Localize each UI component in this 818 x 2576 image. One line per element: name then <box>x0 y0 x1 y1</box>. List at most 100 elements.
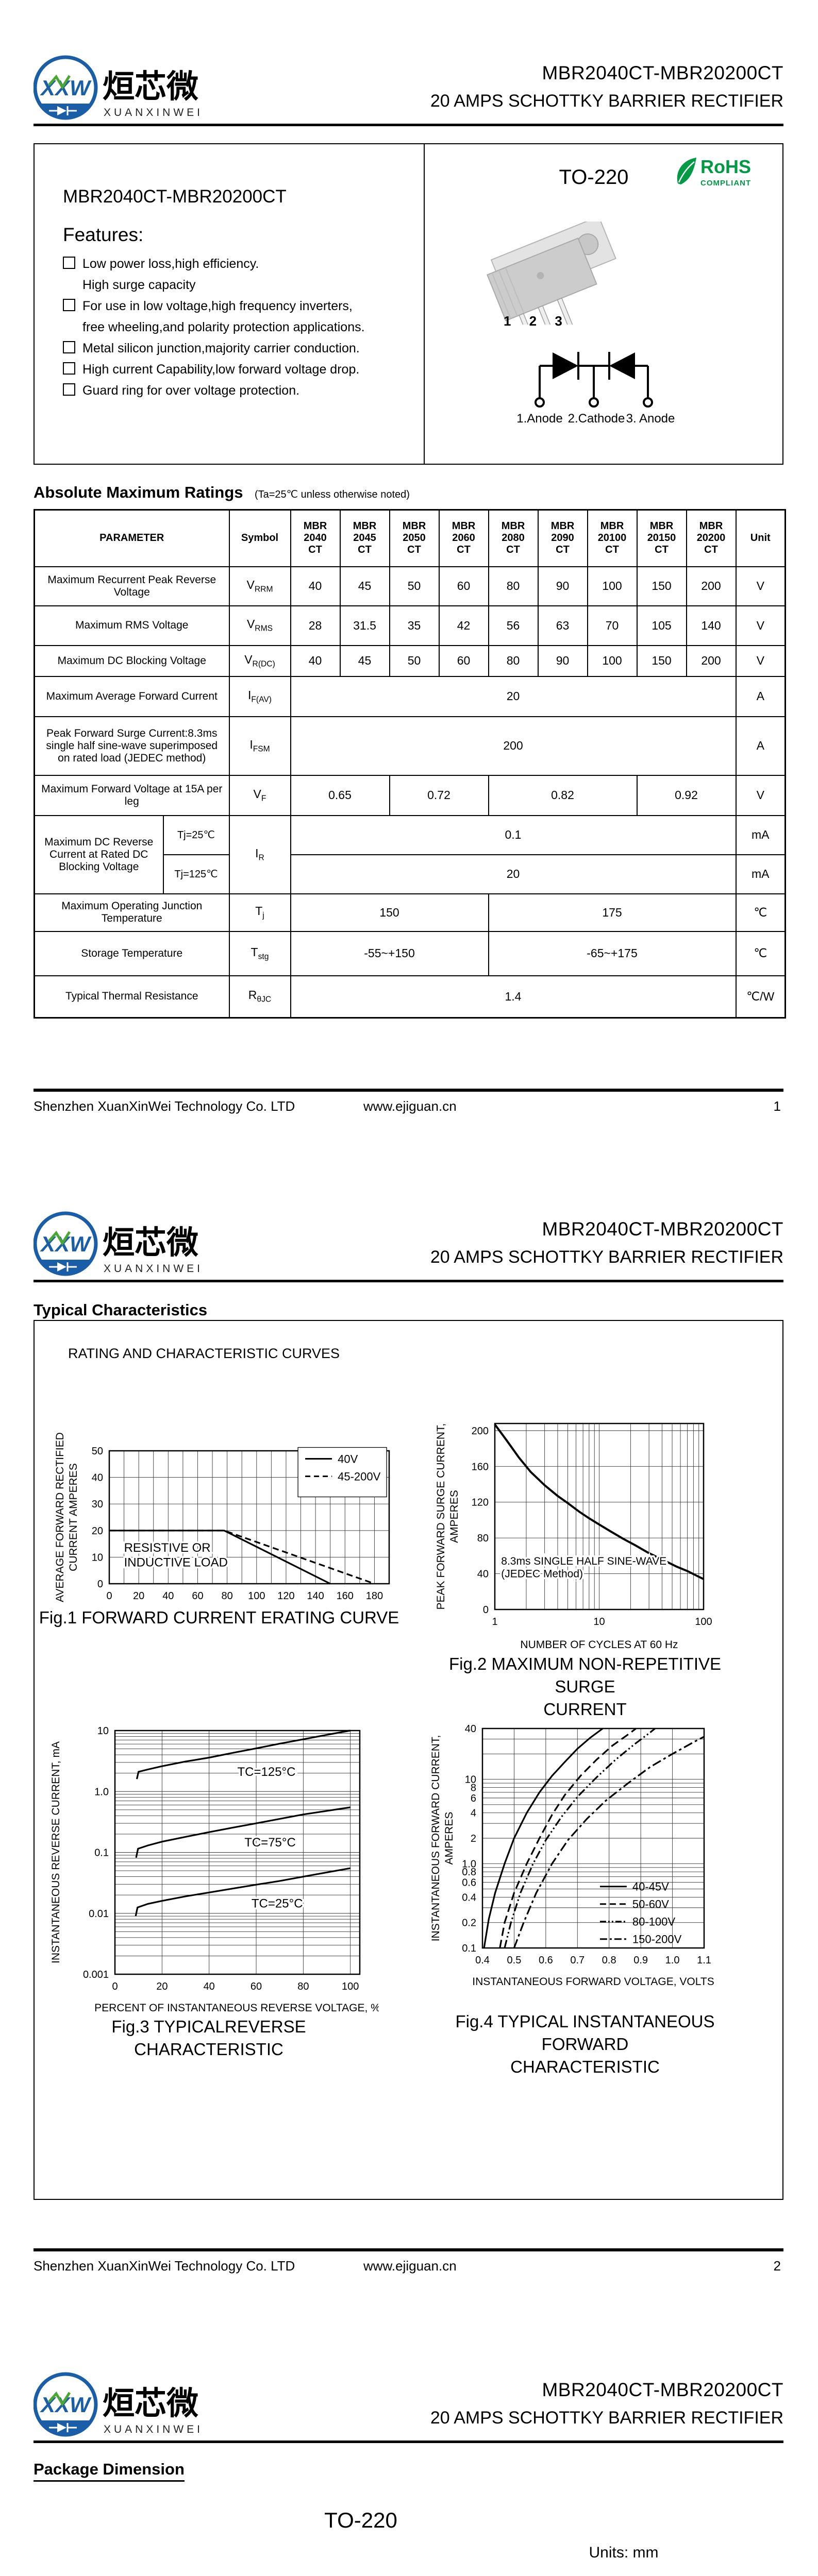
amr-heading: Absolute Maximum Ratings (Ta=25℃ unless … <box>34 483 410 502</box>
y-tick-label: 8 <box>471 1782 476 1793</box>
annotation: TC=75°C <box>244 1836 296 1850</box>
header-rule <box>34 124 783 126</box>
value-cell: IF(AV) <box>228 675 291 717</box>
series-surge <box>494 1423 704 1580</box>
x-tick-label: 180 <box>366 1590 383 1602</box>
box-divider <box>424 144 425 464</box>
value-cell: 28 <box>290 605 341 646</box>
curves-box-title: RATING AND CHARACTERISTIC CURVES <box>68 1346 340 1361</box>
footer-rule <box>34 1089 783 1092</box>
typical-characteristics-title: Typical Characteristics <box>34 1301 208 1319</box>
value-cell: 100 <box>587 645 638 677</box>
series-TC=25°C <box>135 1867 350 1917</box>
svg-text:烜芯微: 烜芯微 <box>103 2386 198 2421</box>
header-cell: MBR 2050 CT <box>389 509 440 567</box>
product-range-title: MBR2040CT-MBR20200CT <box>542 1218 783 1240</box>
cond-cell: Tj=125℃ <box>162 854 230 894</box>
x-tick-label: 1 <box>492 1616 497 1628</box>
page1-footer: Shenzhen XuanXinWei Technology Co. LTD w… <box>34 1098 783 1119</box>
x-tick-label: 100 <box>248 1590 265 1602</box>
header-cell: PARAMETER <box>34 509 230 567</box>
footer-company: Shenzhen XuanXinWei Technology Co. LTD <box>34 1098 295 1114</box>
header-cell: MBR 20200 CT <box>686 509 737 567</box>
y-tick-label: 2 <box>471 1833 476 1844</box>
feature-item: Guard ring for over voltage protection. <box>63 380 398 401</box>
series-40-45V <box>483 1727 604 1948</box>
product-subtitle: 20 AMPS SCHOTTKY BARRIER RECTIFIER <box>430 2408 783 2428</box>
param-cell: Maximum RMS Voltage <box>34 605 230 646</box>
value-cell: 0.92 <box>636 774 737 816</box>
checkbox-icon <box>63 362 75 375</box>
x-tick-label: 100 <box>342 1981 359 1992</box>
series-40V <box>109 1530 331 1585</box>
annotation: TC=25°C <box>252 1896 303 1910</box>
value-cell: 0.72 <box>389 774 489 816</box>
grid <box>494 1423 704 1610</box>
series-80-100V <box>504 1727 656 1948</box>
annotation: INDUCTIVE LOAD <box>124 1555 228 1569</box>
value-cell: 50 <box>389 566 440 606</box>
series-TC=125°C <box>136 1730 350 1780</box>
y-tick-label: 1.0 <box>94 1786 109 1798</box>
value-cell: 1.4 <box>290 975 737 1019</box>
value-cell: ℃/W <box>735 975 786 1019</box>
annotation: (JEDEC Method) <box>501 1568 583 1580</box>
y-tick-label: 20 <box>92 1526 103 1537</box>
feature-item: Low power loss,high efficiency. <box>63 253 398 275</box>
pin2-label: 2.Cathode <box>568 412 625 426</box>
fig3-reverse-characteristic-chart: 0 20 40 60 80 100 10 1.0 0.1 0.01 0.001 TC=125°C TC=… <box>50 1725 379 2014</box>
package-name-label: TO-220 <box>559 166 629 189</box>
value-cell: 20 <box>290 854 737 894</box>
fig2-caption: Fig.2 MAXIMUM NON-REPETITIVE SURGE CURRE… <box>448 1654 722 1719</box>
logo-latin-name: XUANXINWEI <box>104 107 203 118</box>
y-tick-label: 0 <box>483 1604 489 1616</box>
x-tick-label: 1.1 <box>697 1955 711 1966</box>
svg-text:XUANXINWEI: XUANXINWEI <box>104 2424 203 2435</box>
footer-website[interactable]: www.ejiguan.cn <box>363 1098 457 1114</box>
value-cell: 0.1 <box>290 815 737 855</box>
x-tick-label: 120 <box>277 1590 294 1602</box>
plot-border <box>481 1727 705 1949</box>
page2-header: XXW 烜芯微 XUANXINWEI MBR2040CT-MBR20200CT … <box>33 1209 783 1281</box>
y-tick-label: 40 <box>465 1723 476 1735</box>
characteristic-curves-box: RATING AND CHARACTERISTIC CURVES <box>34 1320 783 2200</box>
x-tick-label: 100 <box>695 1616 712 1628</box>
cond-cell: Tj=25℃ <box>162 815 230 855</box>
value-cell: V <box>735 605 786 646</box>
legend-label: 40-45V <box>632 1880 669 1893</box>
header-rule <box>34 2441 783 2443</box>
header-cell: Symbol <box>228 509 291 567</box>
grid <box>114 1730 360 1975</box>
value-cell: V <box>735 566 786 606</box>
value-cell: 80 <box>488 645 539 677</box>
header-cell: MBR 2060 CT <box>438 509 489 567</box>
feature-item: High current Capability,low forward volt… <box>63 359 398 380</box>
value-cell: 31.5 <box>339 605 390 646</box>
legend: 40V 45-200V <box>297 1447 387 1498</box>
y-tick-label: 0.2 <box>462 1918 476 1929</box>
value-cell: mA <box>735 815 786 855</box>
y-tick-label: 30 <box>92 1499 103 1510</box>
header-cell: Unit <box>735 509 786 567</box>
fig2-surge-current-chart: 1 10 100 0 40 80 120 160 200 8.3ms SINGLE HALF SI… <box>435 1422 712 1651</box>
y-axis-label: CURRENT AMPERES <box>68 1463 79 1571</box>
value-cell: Tstg <box>228 930 291 976</box>
x-tick-label: 0 <box>106 1590 112 1602</box>
fig4-caption: Fig.4 TYPICAL INSTANTANEOUS FORWARD CHAR… <box>455 2012 715 2076</box>
param-cell: Maximum DC Blocking Voltage <box>34 645 230 677</box>
x-tick-label: 60 <box>192 1590 203 1602</box>
legend: 40-45V 50-60V 80-100V 150-200V <box>599 1880 682 1946</box>
header-cell: MBR 2040 CT <box>290 509 341 567</box>
features-package-box: MBR2040CT-MBR20200CT Features: Low power… <box>34 143 783 465</box>
diode-schematic: 1.Anode 2.Cathode 3. Anode <box>516 352 675 426</box>
absolute-maximum-ratings-table: PARAMETER Symbol MBR 2040 CT MBR 2045 CT MBR… <box>34 509 786 1019</box>
value-cell: 45 <box>339 566 390 606</box>
legend-label: 40V <box>338 1452 358 1465</box>
value-cell: 60 <box>438 566 489 606</box>
pin3-label: 3. Anode <box>626 412 675 426</box>
y-tick-label: 10 <box>465 1774 476 1786</box>
value-cell: 42 <box>438 605 489 646</box>
x-axis-label: INSTANTANEOUS FORWARD VOLTAGE, VOLTS <box>472 1976 714 1988</box>
feature-item: High surge capacity <box>82 278 196 292</box>
plot-border <box>114 1730 361 1975</box>
